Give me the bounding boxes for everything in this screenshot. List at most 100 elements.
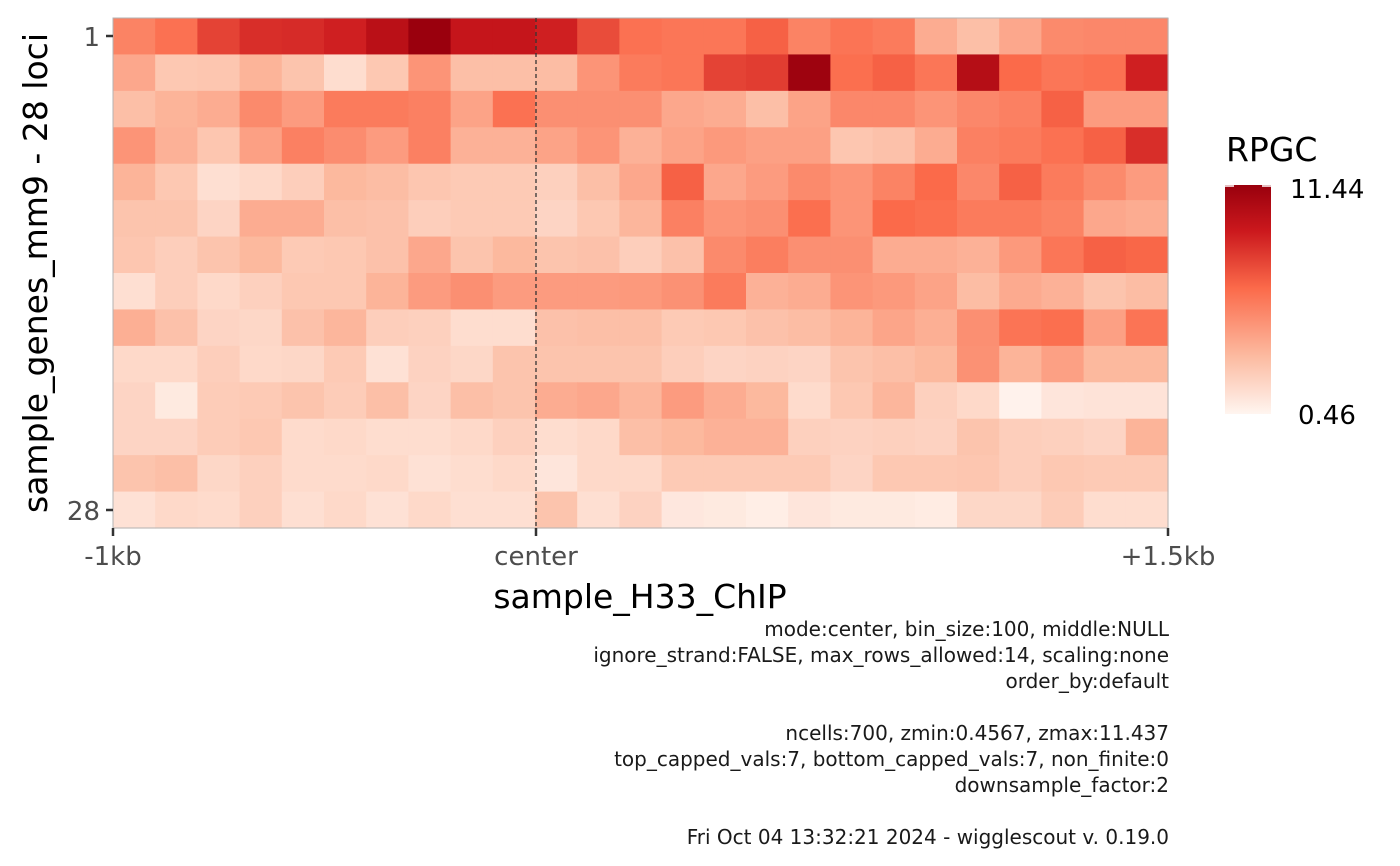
heatmap-cell [999, 54, 1042, 92]
heatmap-cell [535, 236, 578, 274]
heatmap-cell [492, 345, 536, 383]
heatmap-cell [746, 236, 789, 274]
heatmap-cell [999, 309, 1042, 347]
heatmap-cell [239, 418, 283, 456]
heatmap-cell [746, 54, 789, 92]
heatmap-cell [197, 236, 241, 274]
heatmap-cell [661, 309, 705, 347]
heatmap-cell [450, 345, 494, 383]
heatmap-cell [788, 345, 831, 383]
heatmap-cell [619, 382, 663, 420]
heatmap-cell [450, 418, 494, 456]
heatmap-cell [661, 54, 705, 92]
heatmap-cell [450, 455, 494, 493]
y-tick-label-top: 1 [83, 23, 100, 53]
heatmap-cell [113, 54, 156, 92]
heatmap-cell [239, 236, 283, 274]
x-tick-label-end: +1.5kb [1121, 542, 1216, 572]
heatmap-cell [1083, 54, 1127, 92]
heatmap-cell [914, 163, 958, 201]
heatmap-cell [957, 491, 1000, 529]
heatmap-cell [155, 236, 198, 274]
heatmap-cell [1125, 18, 1169, 56]
heatmap-cell [957, 236, 1000, 274]
heatmap-cell [197, 200, 241, 238]
heatmap-cell [957, 200, 1000, 238]
heatmap-cell [155, 418, 198, 456]
heatmap-cell [703, 127, 747, 165]
heatmap-cell [197, 345, 241, 383]
heatmap-cell [1083, 382, 1127, 420]
heatmap-cell [113, 163, 156, 201]
heatmap-cell [703, 491, 747, 529]
heatmap-cell [999, 345, 1042, 383]
heatmap-cell [197, 18, 241, 56]
heatmap-cell [408, 382, 452, 420]
heatmap-cell [577, 309, 620, 347]
heatmap-cell [1083, 90, 1127, 128]
heatmap-cell [492, 18, 536, 56]
heatmap-cell [408, 418, 452, 456]
heatmap-cell [788, 163, 831, 201]
heatmap-cell [324, 54, 367, 92]
heatmap-cell [281, 382, 325, 420]
heatmap-cell [830, 236, 874, 274]
heatmap-cell [492, 54, 536, 92]
heatmap-cell [746, 127, 789, 165]
caption-line [593, 694, 1169, 720]
heatmap-cell [535, 382, 578, 420]
heatmap-cell [1083, 455, 1127, 493]
legend-max-label: 11.44 [1290, 175, 1364, 205]
heatmap-cell [830, 382, 874, 420]
heatmap-cell [281, 309, 325, 347]
heatmap-cell [239, 200, 283, 238]
heatmap-cell [914, 418, 958, 456]
heatmap-cell [577, 18, 620, 56]
heatmap-cell [619, 418, 663, 456]
heatmap-cell [366, 236, 409, 274]
heatmap-cell [450, 127, 494, 165]
heatmap-cell [324, 200, 367, 238]
heatmap-cell [1083, 345, 1127, 383]
heatmap-cell [197, 491, 241, 529]
heatmap-cell [1125, 491, 1169, 529]
heatmap-cell [366, 455, 409, 493]
heatmap-cell [914, 273, 958, 311]
heatmap-cell [914, 491, 958, 529]
heatmap-cell [113, 491, 156, 529]
heatmap-cell [1083, 273, 1127, 311]
heatmap-cell [830, 309, 874, 347]
heatmap-cell [830, 455, 874, 493]
heatmap-cell [703, 236, 747, 274]
heatmap-cell [239, 127, 283, 165]
caption-line: ncells:700, zmin:0.4567, zmax:11.437 [785, 721, 1169, 745]
heatmap-cell [408, 90, 452, 128]
legend-min-label: 0.46 [1298, 401, 1356, 431]
heatmap-cell [155, 127, 198, 165]
caption-line: mode:center, bin_size:100, middle:NULL [764, 617, 1169, 641]
heatmap-cell [155, 455, 198, 493]
heatmap-cell [661, 90, 705, 128]
heatmap-cell [1083, 309, 1127, 347]
heatmap-cell [1125, 236, 1169, 274]
heatmap-cell [703, 418, 747, 456]
heatmap-cell [788, 18, 831, 56]
heatmap-cell [450, 309, 494, 347]
heatmap-cell [113, 200, 156, 238]
heatmap-cell [577, 455, 620, 493]
heatmap-cell [577, 54, 620, 92]
heatmap-cell [1125, 127, 1169, 165]
heatmap-cell [914, 382, 958, 420]
heatmap-cell [872, 418, 916, 456]
heatmap-cell [999, 200, 1042, 238]
heatmap-cell [746, 345, 789, 383]
heatmap-cell [1041, 491, 1085, 529]
heatmap-cell [535, 309, 578, 347]
heatmap-cell [830, 163, 874, 201]
legend-title: RPGC [1226, 130, 1317, 169]
heatmap-cell [324, 18, 367, 56]
heatmap-cell [999, 455, 1042, 493]
heatmap-cell [957, 382, 1000, 420]
heatmap-cell [324, 491, 367, 529]
heatmap-cell [324, 273, 367, 311]
